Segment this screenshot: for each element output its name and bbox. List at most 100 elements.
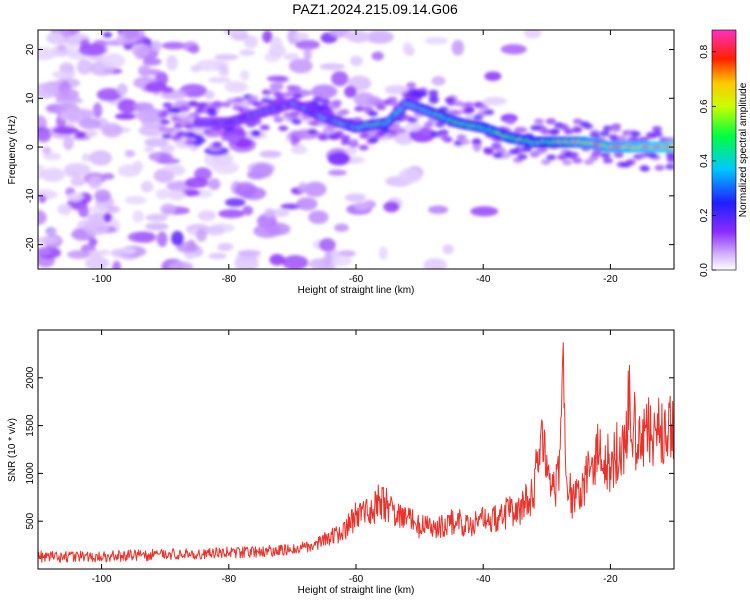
spectrogram-cell — [338, 250, 356, 257]
spectrogram-cell — [89, 150, 112, 166]
colorbar-ticks: 0.0 0.2 0.4 0.6 0.8 — [699, 44, 716, 277]
spectrogram-cell — [92, 102, 103, 119]
spectrogram-cell — [52, 126, 79, 135]
spectrogram-cell — [344, 85, 357, 98]
spectrogram-cell — [218, 209, 245, 219]
spectrogram-cell — [340, 134, 351, 141]
spectrogram-cell — [153, 168, 175, 183]
spectrogram-cell — [78, 43, 106, 57]
spectrogram-cell — [602, 125, 613, 132]
spectrogram-cell — [297, 182, 309, 193]
spectrogram-cell — [278, 125, 289, 132]
spectrogram-cell — [140, 181, 154, 193]
spectrogram-cell — [273, 91, 284, 98]
spectrogram-cell — [42, 146, 52, 155]
spectrogram-cell — [312, 96, 323, 103]
spectrogram-cell — [524, 30, 542, 39]
y-tick-label: 20 — [25, 44, 36, 56]
spectrogram-cell — [545, 118, 556, 125]
spectrogram-cell — [81, 153, 91, 162]
spectrogram-cell — [423, 258, 447, 269]
spectrogram-cell — [127, 231, 155, 243]
spectrogram-cell — [428, 89, 439, 96]
spectrogram-cell — [428, 97, 439, 104]
spectrogram-cell — [181, 189, 201, 197]
spectrogram-cell — [38, 236, 60, 245]
spectrogram-cell — [188, 100, 199, 107]
spectrogram-cell — [288, 58, 313, 74]
spectrogram-cell — [269, 253, 285, 266]
snr-series-line — [38, 342, 674, 563]
spectrogram-cell — [87, 206, 110, 214]
spectrogram-cell — [38, 195, 47, 204]
spectrogram-cell — [259, 150, 282, 158]
x-tick-label: -80 — [222, 274, 237, 285]
spectrogram-cell — [159, 153, 170, 164]
spectrogram-cell — [430, 131, 441, 138]
spectrogram-cell — [407, 117, 418, 124]
spectrogram-cell — [94, 189, 112, 203]
spectrogram-cell — [522, 146, 533, 153]
x-tick-label: -20 — [603, 274, 618, 285]
spectrogram-cell — [42, 152, 62, 161]
spectrogram-cell — [417, 90, 428, 97]
spectrogram-cell — [517, 153, 528, 160]
spectrogram-cell — [384, 85, 409, 95]
spectrogram-cell — [323, 251, 333, 267]
colorbar-tick-label: 0.2 — [699, 208, 710, 222]
spectrogram-cell — [231, 134, 242, 141]
spectrogram-cell — [144, 137, 169, 147]
spectrogram-cell — [82, 130, 99, 137]
spectrogram-cell — [309, 120, 320, 127]
spectrogram-x-label: Height of straight line (km) — [298, 285, 415, 296]
colorbar-label: Normalized spectral amplitude — [738, 82, 749, 217]
spectrogram-cell — [283, 53, 300, 61]
colorbar-tick-label: 0.4 — [699, 154, 710, 168]
spectrogram-cell — [464, 106, 475, 113]
spectrogram-cell — [38, 131, 51, 143]
spectrogram-cell — [599, 130, 610, 137]
colorbar-tick-label: 0.8 — [699, 44, 710, 58]
spectrogram-cell — [411, 95, 422, 102]
spectrogram-cell — [56, 44, 67, 52]
spectrogram-cell — [66, 107, 80, 122]
spectrogram-cell — [208, 252, 227, 260]
colorbar-gradient — [712, 30, 736, 270]
spectrogram-cell — [647, 152, 658, 159]
spectrogram-cell — [280, 203, 301, 210]
spectrogram-cell — [289, 111, 300, 118]
spectrogram-cell — [88, 237, 98, 247]
spectrogram-cell — [464, 101, 475, 108]
spectrogram-cell — [334, 223, 349, 232]
spectrogram-cell — [293, 143, 305, 155]
spectrogram-cell — [572, 157, 583, 164]
spectrogram-cell — [328, 255, 352, 267]
spectrogram-cell — [194, 107, 205, 114]
spectrogram-cell — [484, 71, 502, 82]
spectrogram-cell — [138, 108, 165, 123]
spectrogram-cell — [38, 82, 59, 99]
spectrogram-cell — [184, 132, 195, 139]
figure-title: PAZ1.2024.215.09.14.G06 — [292, 1, 458, 17]
spectrogram-cell — [49, 31, 64, 45]
spectrogram-cell — [540, 158, 551, 165]
spectrogram-cell — [78, 118, 102, 130]
spectrogram-cell — [505, 118, 516, 125]
spectrogram-cell — [339, 109, 350, 116]
spectrogram-cell — [210, 131, 221, 138]
spectrogram-cell — [666, 156, 674, 163]
spectrogram-cell — [171, 107, 182, 114]
spectrogram-cell — [291, 118, 302, 125]
colorbar-tick-label: 0.6 — [699, 99, 710, 113]
spectrogram-cell — [194, 167, 212, 181]
spectrogram-cell — [327, 152, 351, 166]
spectrogram-y-axis: -20 -10 0 10 20 — [25, 44, 674, 252]
spectrogram-cell — [439, 133, 450, 140]
spectrogram-cell — [84, 256, 110, 269]
spectrogram-cell — [252, 101, 263, 108]
spectrogram-cell — [303, 47, 312, 61]
spectrogram-cell — [483, 148, 494, 155]
spectrogram-cell — [442, 244, 454, 255]
snr-x-label: Height of straight line (km) — [298, 585, 415, 596]
spectrogram-cell — [259, 124, 270, 131]
